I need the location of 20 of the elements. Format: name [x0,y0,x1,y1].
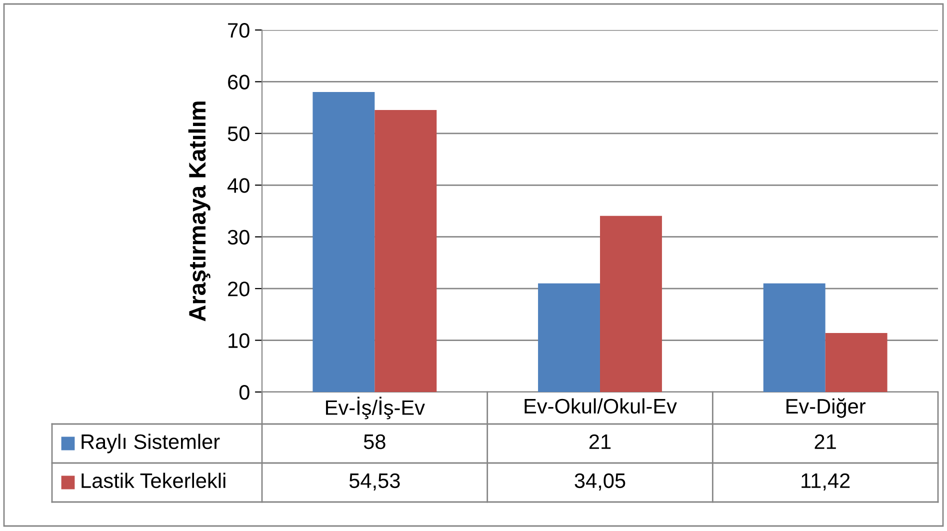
y-tick-label: 40 [228,178,250,193]
y-axis-title: Araştırmaya Katılım [188,102,210,322]
data-label: 11,42 [802,473,850,491]
x-tick-label: Ev-İş/İş-Ev [326,396,425,420]
y-tick-label: 60 [228,74,250,90]
legend-label: Raylı Sistemler [82,434,220,454]
data-label: 21 [589,434,611,449]
x-tick-label: Ev-Okul/Okul-Ev [524,398,677,414]
y-tick-label: 20 [228,282,250,296]
y-tick-label: 50 [228,126,250,142]
data-label: 54,53 [349,473,400,491]
data-label: 21 [814,434,836,449]
data-label: 34,05 [574,473,626,491]
y-tick-label: 10 [228,333,250,348]
y-tick-label: 0 [239,385,250,400]
y-tick-label: 70 [228,23,250,38]
y-tick-label: 30 [228,230,250,245]
data-label: 58 [364,434,386,450]
legend-label: Lastik Tekerlekli [82,472,226,488]
x-tick-label: Ev-Diğer [786,398,866,418]
